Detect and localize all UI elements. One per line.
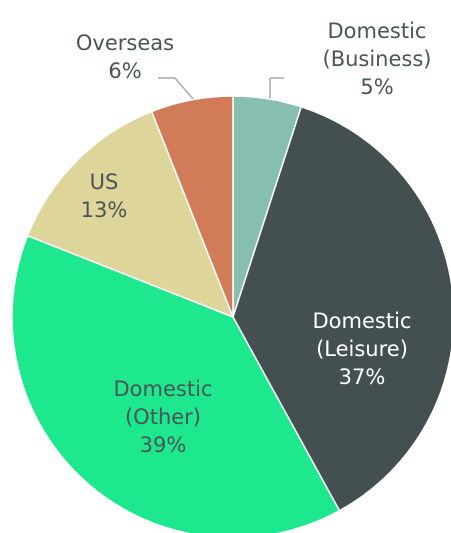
slice (26, 110, 235, 319)
slice (150, 95, 234, 318)
label-line: (Other) (125, 405, 201, 429)
slice (11, 234, 341, 533)
label-line: Domestic (328, 19, 427, 43)
label-line: US (90, 170, 119, 194)
label-line: (Business) (323, 47, 432, 71)
label-line: (Leisure) (316, 337, 408, 361)
leader-line (158, 77, 195, 101)
slice-label: Domestic (Business) (323, 19, 432, 71)
label-line: Domestic (114, 377, 213, 401)
label-line: Overseas (76, 31, 174, 55)
label-line: Domestic (313, 309, 412, 333)
slice (232, 105, 451, 512)
value-label: 5% (360, 75, 393, 99)
slice-label: Domestic (Other) (114, 377, 213, 429)
slices (11, 95, 451, 533)
value-label: 39% (140, 433, 187, 457)
slice-label: Overseas (76, 31, 174, 55)
value-label: 37% (339, 365, 386, 389)
slice-label: US (90, 170, 119, 194)
slice-label: Domestic (Leisure) (313, 309, 412, 361)
value-label: 13% (81, 198, 128, 222)
value-label: 6% (108, 59, 141, 83)
